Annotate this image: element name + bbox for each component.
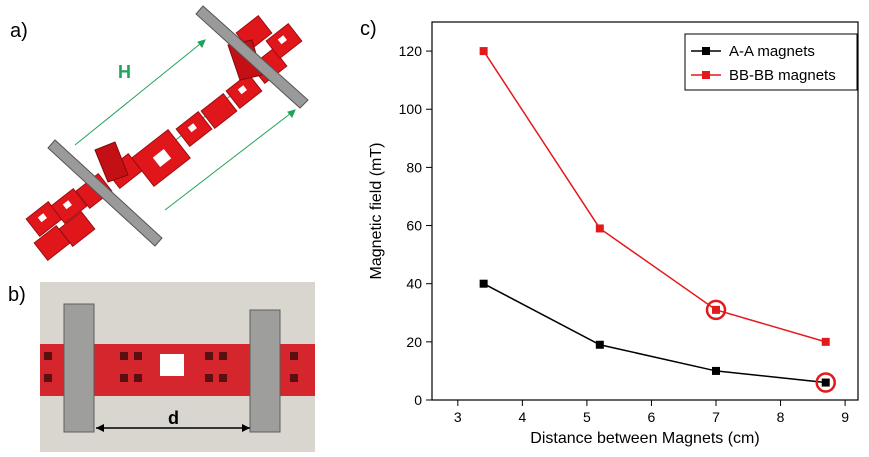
chart-ticks: 3 4 5 6 7 8 9 0 20 40 60 80 100 120 <box>399 43 850 425</box>
chart-svg: 3 4 5 6 7 8 9 0 20 40 60 80 100 120 A-A magnets BB-BB … <box>368 21 859 447</box>
y-tick-label: 60 <box>406 218 422 234</box>
y-tick-label: 80 <box>406 159 422 175</box>
data-point <box>821 337 830 346</box>
highlight-circle <box>705 299 727 321</box>
data-point <box>595 340 604 349</box>
y-axis-label: Magnetic field (mT) <box>368 143 385 280</box>
chain-holes <box>37 35 287 223</box>
render-illustration: H <box>0 0 340 270</box>
center-window <box>160 354 184 376</box>
panel-label-c: c) <box>360 18 377 40</box>
y-tick-label: 120 <box>399 43 423 59</box>
data-point <box>821 378 830 387</box>
legend-label: BB-BB magnets <box>729 67 836 84</box>
highlight-circle <box>815 372 836 393</box>
data-point <box>479 279 488 288</box>
strip-holes <box>44 352 298 382</box>
legend-marker <box>702 71 710 79</box>
magnetic-field-chart: 3 4 5 6 7 8 9 0 20 40 60 80 100 120 A-A magnets BB-BB … <box>345 0 869 452</box>
data-point <box>479 47 488 56</box>
chart-legend: A-A magnets BB-BB magnets <box>684 33 858 91</box>
data-point <box>712 366 720 375</box>
dimension-label-d: d <box>168 408 179 428</box>
series-line-1 <box>483 50 826 343</box>
legend-label: A-A magnets <box>729 43 815 60</box>
photo-svg: d <box>40 282 315 452</box>
data-point <box>595 224 604 233</box>
legend-marker <box>702 47 710 55</box>
magnets <box>63 303 281 433</box>
x-tick-label: 6 <box>648 409 656 425</box>
render-svg: H <box>25 5 309 261</box>
x-tick-label: 8 <box>777 409 785 425</box>
y-tick-label: 20 <box>406 334 422 350</box>
magnet-bars <box>47 5 309 247</box>
panel-label-b: b) <box>8 284 26 306</box>
x-axis-label: Distance between Magnets (cm) <box>530 430 759 447</box>
material-chain <box>25 15 303 261</box>
fold-tab-left <box>94 141 129 183</box>
y-tick-label: 40 <box>406 276 422 292</box>
chart-axes <box>431 21 859 401</box>
data-point <box>712 305 720 314</box>
photo-illustration: d <box>0 282 340 452</box>
dimension-label-h: H <box>118 62 131 82</box>
x-tick-label: 7 <box>712 409 720 425</box>
series-line-0 <box>483 283 826 384</box>
y-tick-label: 100 <box>399 101 423 117</box>
chart-series <box>479 47 836 393</box>
panel-label-a: a) <box>10 20 28 42</box>
x-tick-label: 3 <box>454 409 462 425</box>
x-tick-label: 4 <box>518 409 526 425</box>
legend-box <box>684 33 858 91</box>
y-tick-label: 0 <box>414 392 422 408</box>
plot-frame <box>431 21 859 401</box>
x-tick-label: 5 <box>583 409 591 425</box>
x-tick-label: 9 <box>841 409 849 425</box>
